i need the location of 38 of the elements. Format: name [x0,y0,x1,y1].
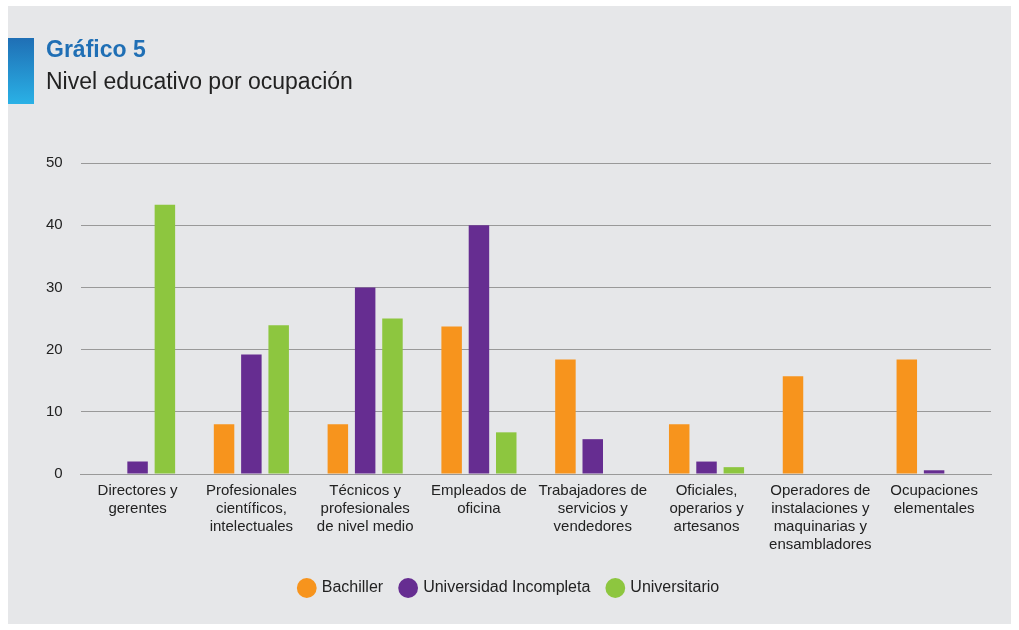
x-tick-label: Ocupaciones elementales [890,481,978,517]
bar [582,439,603,474]
bar [696,461,717,474]
bar [241,354,262,474]
bar [555,359,576,474]
bar [496,432,517,474]
bar [382,318,403,474]
y-tick-label: 10 [46,401,63,419]
bar [723,467,745,474]
legend-label: Bachiller [321,578,384,596]
bar [782,376,804,474]
y-tick-label: 40 [46,215,63,233]
bar [441,326,462,474]
chart-subtitle: Nivel educativo por ocupación [46,68,353,95]
bar [268,325,289,474]
legend-label: Universidad Incompleta [423,578,591,596]
bar [354,287,376,474]
x-tick-label: Oficiales, operarios y artesanos [669,481,745,535]
bar [154,204,176,474]
x-tick-label: Empleados de oficina [430,481,527,517]
x-tick-label: Directores y gerentes [97,481,179,517]
bar [213,424,235,474]
bar [896,359,918,474]
y-tick-label: 20 [46,339,63,357]
chart-title: Gráfico 5 [46,36,146,63]
x-tick-label: Profesionales científicos, intelectuales [205,481,297,535]
bar [127,461,148,474]
x-tick-label: Trabajadores de servicios y vendedores [538,481,648,535]
y-tick-label: 0 [54,464,63,482]
x-tick-label: Operadores de instalaciones y maquinarias y ensambladores [769,481,872,553]
bar [923,470,945,474]
bar [468,225,490,474]
y-tick-label: 30 [46,277,63,295]
legend-label: Universitario [630,578,720,596]
bar [327,424,349,474]
y-tick-label: 50 [46,153,63,171]
bar [668,424,690,474]
x-tick-label: Técnicos y profesionales de nivel medio [316,481,414,535]
